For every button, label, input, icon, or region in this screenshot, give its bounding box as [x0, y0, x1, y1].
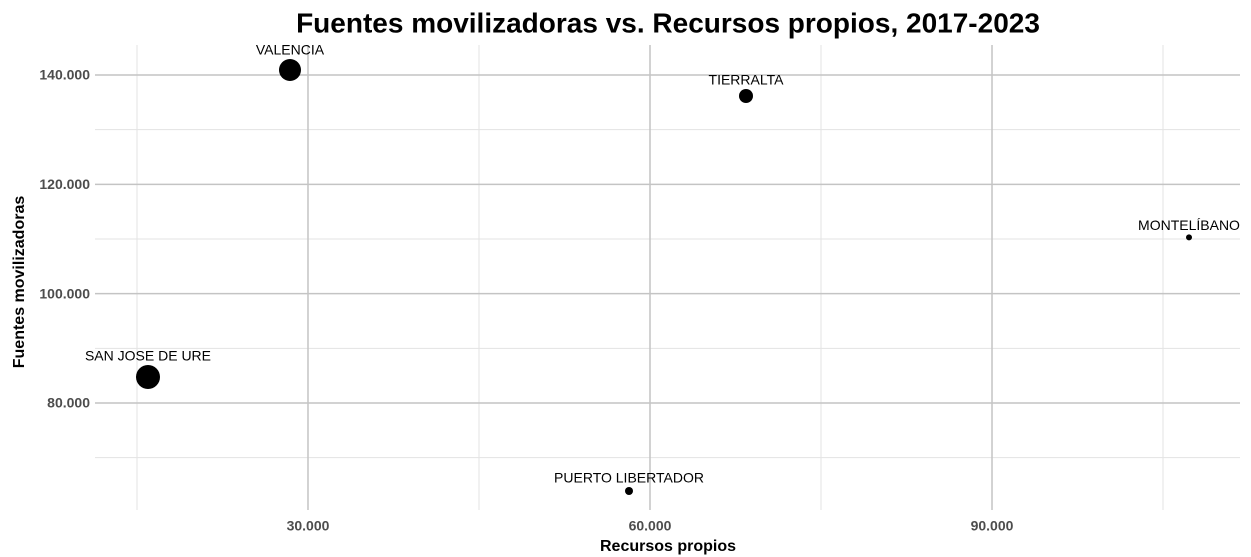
y-tick-label: 120.000: [39, 176, 90, 192]
y-axis-title: Fuentes movilizadoras: [11, 196, 28, 369]
point: [135, 365, 160, 390]
point: [278, 58, 301, 81]
point: [625, 486, 634, 495]
y-tick-label: 140.000: [39, 67, 90, 83]
point-label: PUERTO LIBERTADOR: [554, 470, 704, 486]
x-tick-label: 60.000: [629, 518, 672, 534]
point: [1186, 234, 1193, 241]
point: [739, 88, 754, 103]
point-label: TIERRALTA: [709, 72, 785, 88]
x-axis-title: Recursos propios: [600, 538, 736, 555]
chart-title: Fuentes movilizadoras vs. Recursos propi…: [296, 7, 1040, 38]
point-label: VALENCIA: [256, 42, 325, 58]
x-tick-label: 30.000: [287, 518, 330, 534]
point-label: SAN JOSE DE URE: [85, 348, 211, 364]
point-label: MONTELÍBANO: [1138, 217, 1240, 233]
x-tick-label: 90.000: [971, 518, 1014, 534]
y-tick-label: 100.000: [39, 285, 90, 301]
y-tick-label: 80.000: [47, 395, 90, 411]
